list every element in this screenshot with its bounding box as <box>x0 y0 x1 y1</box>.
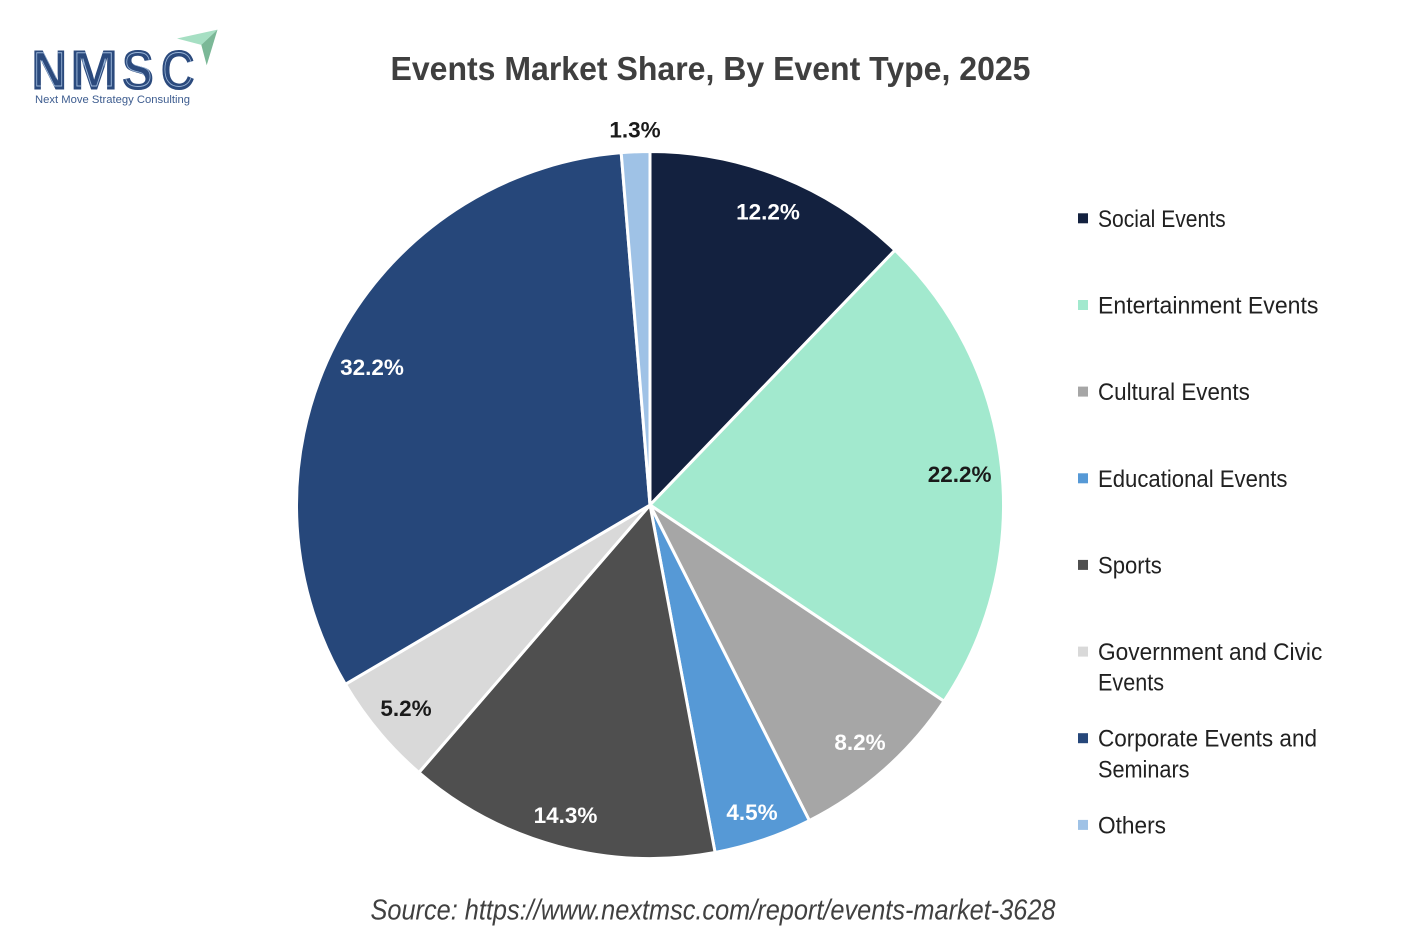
svg-text:S: S <box>122 39 155 102</box>
svg-text:12.2%: 12.2% <box>736 200 800 225</box>
svg-text:M: M <box>70 39 119 102</box>
svg-text:5.2%: 5.2% <box>380 696 431 721</box>
svg-text:1.3%: 1.3% <box>609 118 660 143</box>
svg-text:14.3%: 14.3% <box>534 803 598 828</box>
svg-text:22.2%: 22.2% <box>928 462 992 487</box>
svg-text:M: M <box>74 44 115 97</box>
svg-text:8.2%: 8.2% <box>834 730 885 755</box>
svg-text:Cultural Events: Cultural Events <box>1098 379 1250 406</box>
svg-text:N: N <box>31 39 68 102</box>
svg-text:C: C <box>163 44 192 97</box>
svg-text:Events Market Share, By Event: Events Market Share, By Event Type, 2025 <box>391 50 1031 87</box>
svg-text:Corporate Events and: Corporate Events and <box>1098 726 1317 753</box>
svg-text:4.5%: 4.5% <box>726 800 777 825</box>
svg-text:Events: Events <box>1098 670 1164 697</box>
svg-text:Educational Events: Educational Events <box>1098 466 1287 493</box>
svg-text:Source: https://www.nextmsc.co: Source: https://www.nextmsc.com/report/e… <box>371 894 1056 926</box>
svg-text:Social Events: Social Events <box>1098 206 1226 233</box>
svg-text:Others: Others <box>1098 812 1166 839</box>
svg-text:Next Move Strategy Consulting: Next Move Strategy Consulting <box>35 94 190 106</box>
svg-text:C: C <box>160 39 195 103</box>
svg-text:Sports: Sports <box>1098 552 1162 579</box>
svg-text:Seminars: Seminars <box>1098 756 1190 783</box>
svg-text:Entertainment Events: Entertainment Events <box>1098 293 1318 320</box>
svg-text:Government and Civic: Government and Civic <box>1098 639 1322 666</box>
svg-text:N: N <box>34 43 65 97</box>
svg-text:32.2%: 32.2% <box>340 355 404 380</box>
svg-text:S: S <box>124 44 151 97</box>
